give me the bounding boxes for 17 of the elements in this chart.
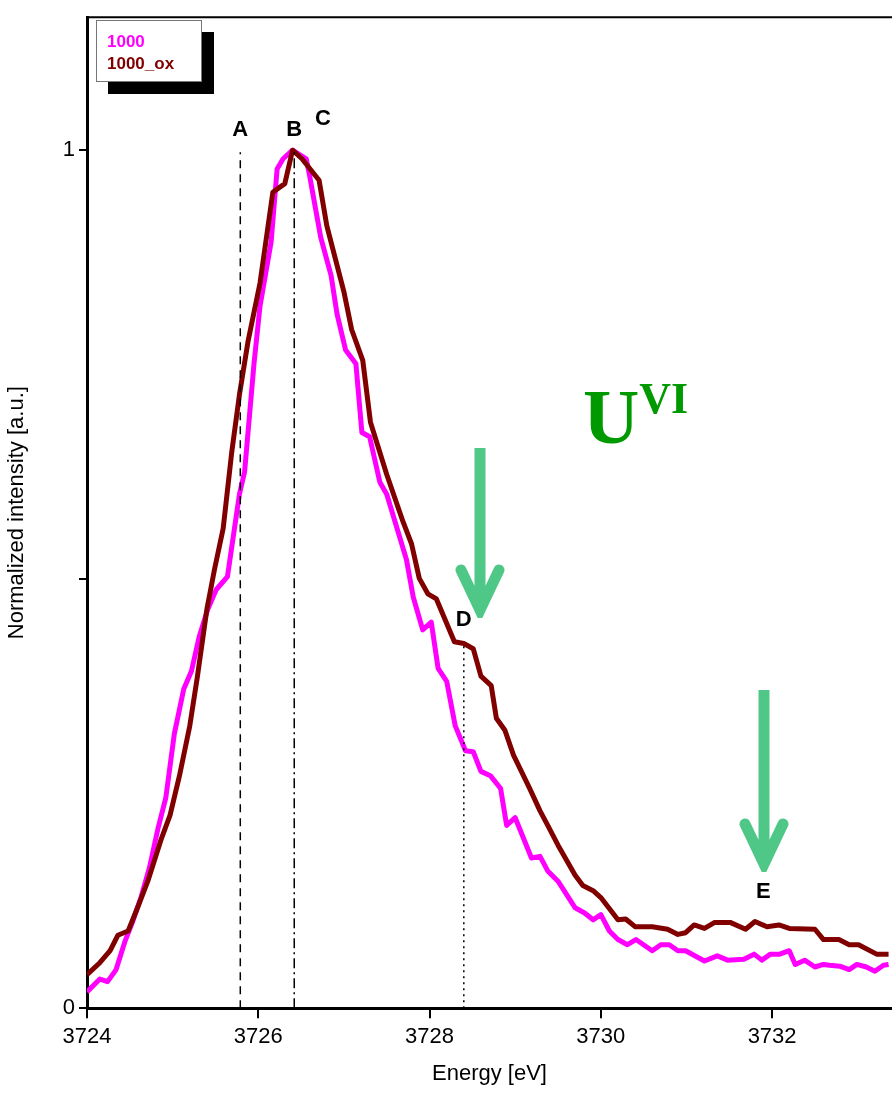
x-tick-label: 3730	[576, 1023, 626, 1049]
y-axis-title: Normalized intensity [a.u.]	[3, 386, 29, 640]
annotation: E	[756, 877, 771, 905]
annotation: U$^{VI}$	[583, 373, 689, 460]
ref-line-label: B	[286, 116, 303, 142]
x-tick-label: 3728	[405, 1023, 455, 1049]
x-tick-label: 3732	[747, 1023, 797, 1049]
ref-line-label: A	[232, 116, 249, 142]
y-tick-label: 1	[62, 136, 75, 162]
text: 1000_ox	[107, 53, 176, 75]
annotation: D	[455, 605, 472, 631]
annotation: C	[315, 104, 331, 132]
x-tick-label: 3724	[62, 1023, 112, 1049]
y-tick-label: 0	[62, 994, 75, 1020]
x-axis-title: Energy [eV]	[432, 1059, 547, 1085]
x-tick-label: 3726	[233, 1023, 283, 1049]
text: 1000	[107, 31, 146, 53]
